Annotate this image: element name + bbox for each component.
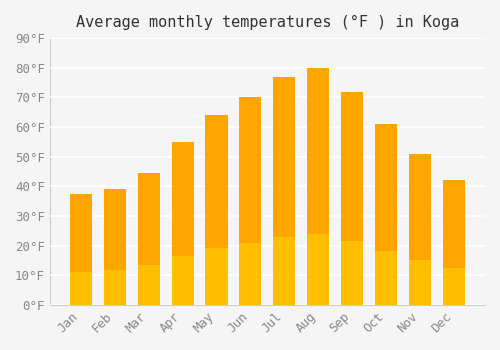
Bar <box>274 237 295 305</box>
Bar <box>138 265 160 305</box>
Bar <box>342 91 363 305</box>
Bar <box>206 248 228 305</box>
Bar <box>375 251 398 305</box>
Bar <box>70 272 92 305</box>
Bar <box>443 268 465 305</box>
Bar <box>172 256 194 305</box>
Bar <box>206 115 228 305</box>
Bar <box>172 142 194 305</box>
Bar <box>104 189 126 305</box>
Bar <box>342 241 363 305</box>
Bar <box>375 124 398 305</box>
Bar <box>409 260 432 305</box>
Bar <box>240 97 262 305</box>
Bar <box>240 243 262 305</box>
Title: Average monthly temperatures (°F ) in Koga: Average monthly temperatures (°F ) in Ko… <box>76 15 459 30</box>
Bar <box>443 181 465 305</box>
Bar <box>308 234 330 305</box>
Bar <box>274 77 295 305</box>
Bar <box>138 173 160 305</box>
Bar <box>104 270 126 305</box>
Bar <box>70 194 92 305</box>
Bar <box>308 68 330 305</box>
Bar <box>409 154 432 305</box>
